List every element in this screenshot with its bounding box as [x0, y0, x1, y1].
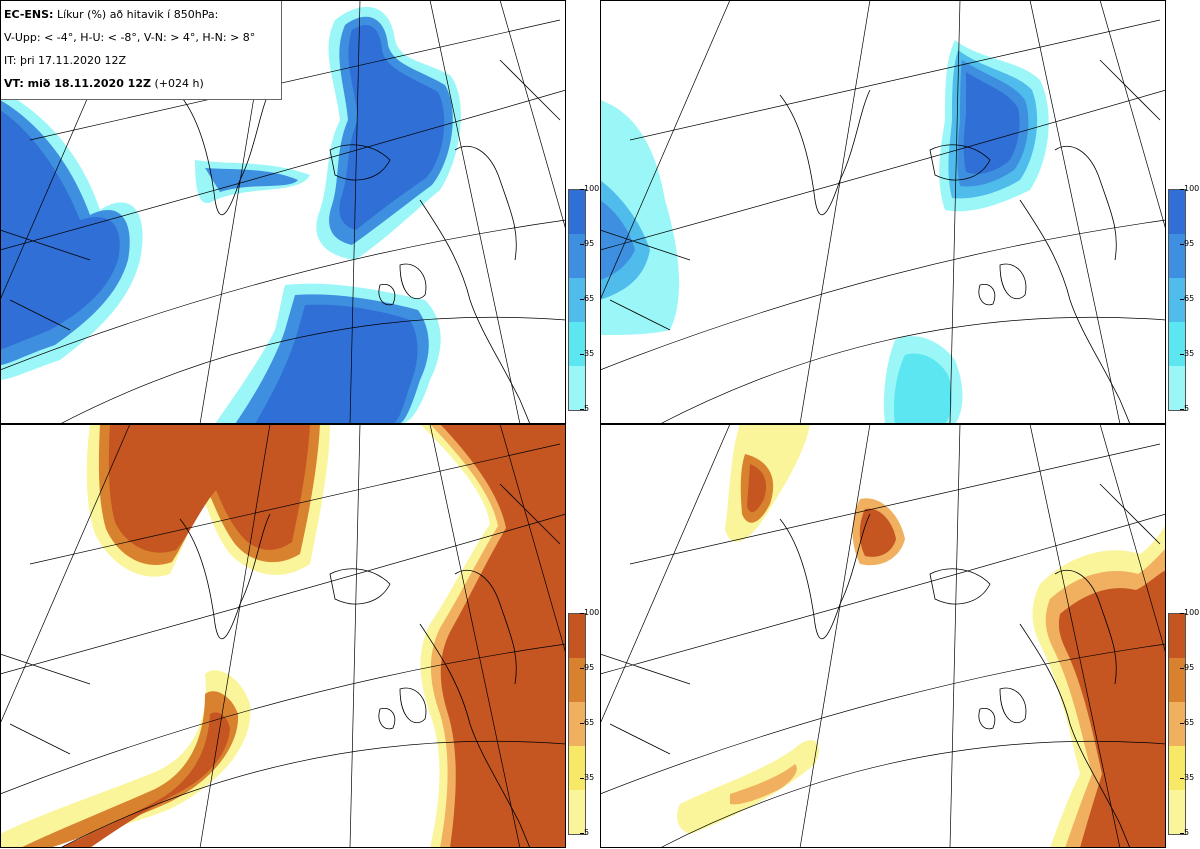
legend-tick: 95 [1179, 239, 1195, 248]
thresholds-label: V-Upp: < -4°, H-U: < -8°, V-N: > 4°, H-N… [4, 31, 256, 44]
legend-tick: 35 [579, 349, 595, 358]
legend-tick: 35 [1179, 349, 1195, 358]
legend-tick: 65 [1179, 294, 1195, 303]
coastlines [0, 483, 561, 848]
legend-tick: 5 [1179, 404, 1190, 413]
legend-tick: 100 [579, 608, 600, 617]
color-legend-warm: 100 95 65 35 5 [568, 609, 602, 849]
forecast-info-box: EC-ENS: Líkur (%) að hitavik í 850hPa: V… [0, 0, 282, 100]
legend-tick: 5 [579, 404, 590, 413]
color-legend-cold: 100 95 65 35 5 [568, 185, 602, 425]
map-canvas [0, 0, 566, 424]
map-canvas [0, 424, 566, 848]
valid-time-label: VT: mið 18.11.2020 12Z [4, 77, 151, 90]
legend-tick: 5 [1179, 828, 1190, 837]
map-panel-cold-4: EC-ENS: Líkur (%) að hitavik í 850hPa: V… [0, 0, 566, 424]
legend-tick: 95 [579, 239, 595, 248]
model-label: EC-ENS: [4, 8, 54, 21]
description-label: Líkur (%) að hitavik í 850hPa: [56, 8, 219, 21]
legend-tick: 65 [579, 718, 595, 727]
legend-tick: 35 [1179, 773, 1195, 782]
lead-time-label: (+024 h) [154, 77, 204, 90]
legend-tick: 35 [579, 773, 595, 782]
map-canvas [600, 424, 1166, 848]
coastlines [600, 59, 1161, 424]
map-panel-warm-8 [600, 424, 1166, 848]
color-legend-cold: 100 95 65 35 5 [1168, 185, 1200, 425]
legend-tick: 100 [579, 184, 600, 193]
legend-tick: 100 [1179, 184, 1200, 193]
graticule [600, 424, 1166, 848]
coastlines [600, 483, 1161, 848]
map-canvas [600, 0, 1166, 424]
probability-field [0, 6, 461, 424]
probability-field [0, 424, 566, 848]
initial-time-label: IT: þri 17.11.2020 12Z [4, 54, 127, 67]
legend-tick: 65 [579, 294, 595, 303]
map-panel-cold-8 [600, 0, 1166, 424]
map-panel-warm-4 [0, 424, 566, 848]
legend-tick: 65 [1179, 718, 1195, 727]
probability-field [677, 424, 1166, 848]
probability-field [600, 40, 1049, 424]
graticule [600, 0, 1166, 424]
color-legend-warm: 100 95 65 35 5 [1168, 609, 1200, 849]
legend-tick: 95 [579, 663, 595, 672]
coastlines [0, 59, 561, 424]
legend-tick: 95 [1179, 663, 1195, 672]
legend-tick: 100 [1179, 608, 1200, 617]
legend-tick: 5 [579, 828, 590, 837]
